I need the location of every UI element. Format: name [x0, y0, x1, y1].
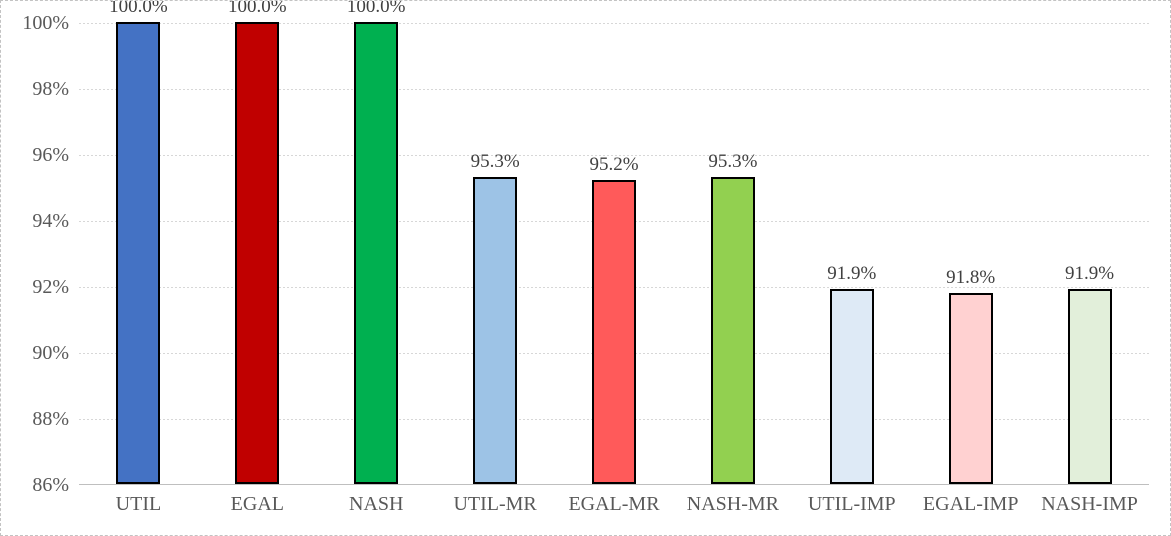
- x-tick-label: UTIL: [115, 493, 162, 515]
- bar: [1067, 289, 1112, 484]
- x-tick-label: EGAL-IMP: [922, 493, 1019, 515]
- bar: [948, 293, 993, 484]
- bar-slot: 100.0%: [198, 1, 317, 484]
- bar-series: 100.0% 100.0% 100.0% 95.3% 95.2% 95.3%: [79, 1, 1149, 484]
- bar-value-label: 100.0%: [346, 0, 406, 17]
- bar: [473, 177, 518, 484]
- y-tick-label: 92%: [32, 276, 69, 298]
- bar-value-label: 100.0%: [228, 0, 287, 17]
- y-tick-label: 96%: [32, 144, 69, 166]
- x-tick-label: UTIL-IMP: [807, 493, 896, 515]
- y-tick-label: 94%: [32, 210, 69, 232]
- y-tick-label: 100%: [22, 12, 69, 34]
- bar-value-label: 95.2%: [589, 154, 639, 175]
- bar-value-label: 91.9%: [827, 263, 877, 284]
- bar-value-label: 100.0%: [109, 0, 168, 17]
- y-tick-label: 90%: [32, 342, 69, 364]
- bar: [829, 289, 874, 484]
- bar: [235, 22, 280, 484]
- bar: [116, 22, 161, 484]
- x-tick-label: EGAL: [230, 493, 284, 515]
- x-axis-labels: UTIL EGAL NASH UTIL-MR EGAL-MR NASH-MR U…: [79, 491, 1149, 517]
- plot-area: 100.0% 100.0% 100.0% 95.3% 95.2% 95.3%: [79, 1, 1149, 485]
- bar: [354, 22, 399, 484]
- y-tick-label: 88%: [32, 408, 69, 430]
- bar-value-label: 91.8%: [946, 267, 996, 288]
- x-tick-label: NASH-MR: [686, 493, 780, 515]
- bar-value-label: 95.3%: [708, 151, 758, 172]
- gridline: [79, 23, 1149, 24]
- bar-slot: 91.9%: [792, 23, 911, 484]
- bar-slot: 91.8%: [911, 23, 1030, 484]
- bar-value-label: 95.3%: [470, 151, 520, 172]
- y-tick-label: 86%: [32, 474, 69, 496]
- x-tick-label: NASH-IMP: [1041, 493, 1138, 515]
- x-tick-label: EGAL-MR: [568, 493, 660, 515]
- gridline: [79, 89, 1149, 90]
- bar-slot: 95.3%: [436, 23, 555, 484]
- bar-slot: 100.0%: [317, 1, 436, 484]
- bar-slot: 100.0%: [79, 1, 198, 484]
- bar-slot: 95.3%: [673, 23, 792, 484]
- bar: [592, 180, 636, 484]
- bar-value-label: 91.9%: [1065, 263, 1115, 284]
- gridline: [79, 155, 1149, 156]
- bar-slot: 91.9%: [1030, 23, 1149, 484]
- y-tick-label: 98%: [32, 78, 69, 100]
- x-tick-label: UTIL-MR: [453, 493, 537, 515]
- x-tick-label: NASH: [349, 493, 404, 515]
- bar: [710, 177, 755, 484]
- bar-slot: 95.2%: [555, 23, 674, 484]
